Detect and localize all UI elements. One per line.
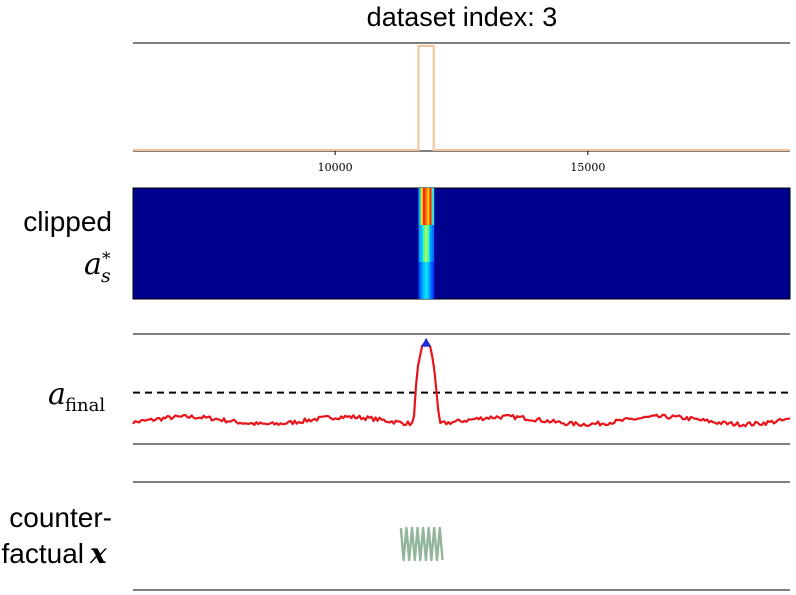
- heatmap-cell: [422, 262, 426, 299]
- heatmap-background: [132, 187, 791, 300]
- x-tick-label: 15000: [570, 161, 605, 174]
- counter-label: counter-: [9, 502, 112, 533]
- heatmap-cell: [431, 188, 435, 225]
- heatmap-cell: [425, 262, 428, 299]
- heatmap-cell: [418, 188, 422, 225]
- heatmap-cell: [418, 225, 422, 262]
- heatmap-cell: [429, 188, 433, 225]
- clipped-saliency-panel: clipped a s *: [23, 187, 791, 300]
- heatmap-cell: [420, 225, 424, 262]
- peak-marker: [421, 337, 432, 347]
- counterfactual-patch-line: [399, 526, 444, 562]
- heatmap-cells: [418, 188, 435, 299]
- counterfactual-symbol: x: [89, 537, 107, 570]
- peak-markers: [421, 337, 432, 347]
- heatmap-cell: [431, 225, 435, 262]
- x-axis-ticks: 10000 15000: [318, 151, 605, 174]
- saliency-superscript: *: [102, 249, 111, 269]
- heatmap-cell: [422, 188, 426, 225]
- chart-title: dataset index: 3: [367, 2, 558, 32]
- counterfactual-panel: counter- factual x: [2, 481, 790, 591]
- heatmap-cell: [427, 225, 430, 262]
- anomaly-window-line: [133, 45, 790, 151]
- final-symbol: a: [48, 377, 66, 412]
- final-subscript: final: [65, 395, 105, 416]
- heatmap-cell: [425, 225, 428, 262]
- heatmap-cell: [429, 225, 433, 262]
- heatmap-cell: [429, 262, 433, 299]
- x-tick-label: 10000: [318, 161, 353, 174]
- heatmap-cell: [420, 262, 424, 299]
- signal-panel: 10000 15000: [133, 42, 790, 174]
- heatmap-cell: [420, 188, 424, 225]
- heatmap-cell: [427, 262, 430, 299]
- heatmap-cell: [422, 225, 426, 262]
- saliency-subscript: s: [101, 265, 111, 287]
- heatmap-cell: [425, 188, 428, 225]
- clipped-label: clipped: [23, 206, 112, 237]
- factual-label: factual: [2, 538, 85, 569]
- saliency-symbol: a: [84, 247, 102, 282]
- heatmap-cell: [427, 188, 430, 225]
- heatmap-cell: [418, 262, 422, 299]
- final-score-panel: a final: [48, 333, 791, 445]
- heatmap-cell: [431, 262, 435, 299]
- final-score-line: [132, 342, 791, 428]
